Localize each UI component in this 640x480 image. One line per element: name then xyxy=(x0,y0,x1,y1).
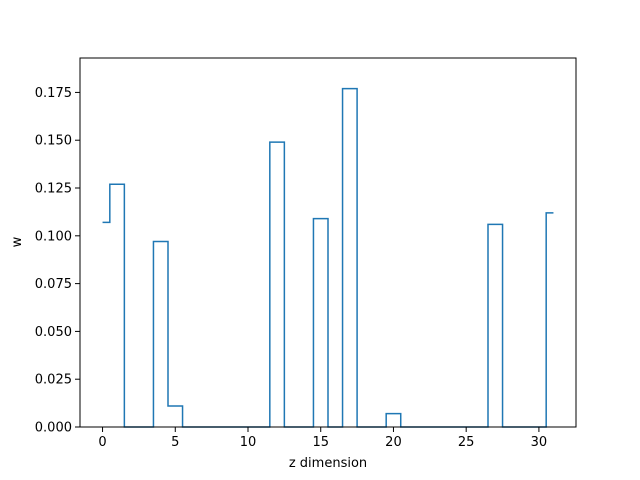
y-tick-label: 0.025 xyxy=(35,373,72,388)
y-tick-label: 0.050 xyxy=(35,325,72,340)
y-tick-label: 0.175 xyxy=(35,86,72,101)
y-axis-label: w xyxy=(10,236,25,247)
x-tick-label: 30 xyxy=(531,435,548,450)
x-tick-label: 15 xyxy=(312,435,329,450)
y-tick-label: 0.075 xyxy=(35,277,72,292)
y-tick-label: 0.125 xyxy=(35,182,72,197)
x-tick-label: 5 xyxy=(171,435,179,450)
x-tick-label: 20 xyxy=(385,435,402,450)
y-tick-label: 0.100 xyxy=(35,229,72,244)
plot-frame xyxy=(79,57,577,428)
y-tick-label: 0.000 xyxy=(35,421,72,436)
x-tick-label: 25 xyxy=(458,435,475,450)
x-tick-label: 0 xyxy=(98,435,106,450)
y-tick-label: 0.150 xyxy=(35,134,72,149)
ticks-layer: 0 5 10 15 20 25 30 0.000 0.025 0.050 0.075 0.100 0.1… xyxy=(35,86,547,450)
x-axis-label: z dimension xyxy=(289,456,367,471)
x-tick-label: 10 xyxy=(240,435,257,450)
